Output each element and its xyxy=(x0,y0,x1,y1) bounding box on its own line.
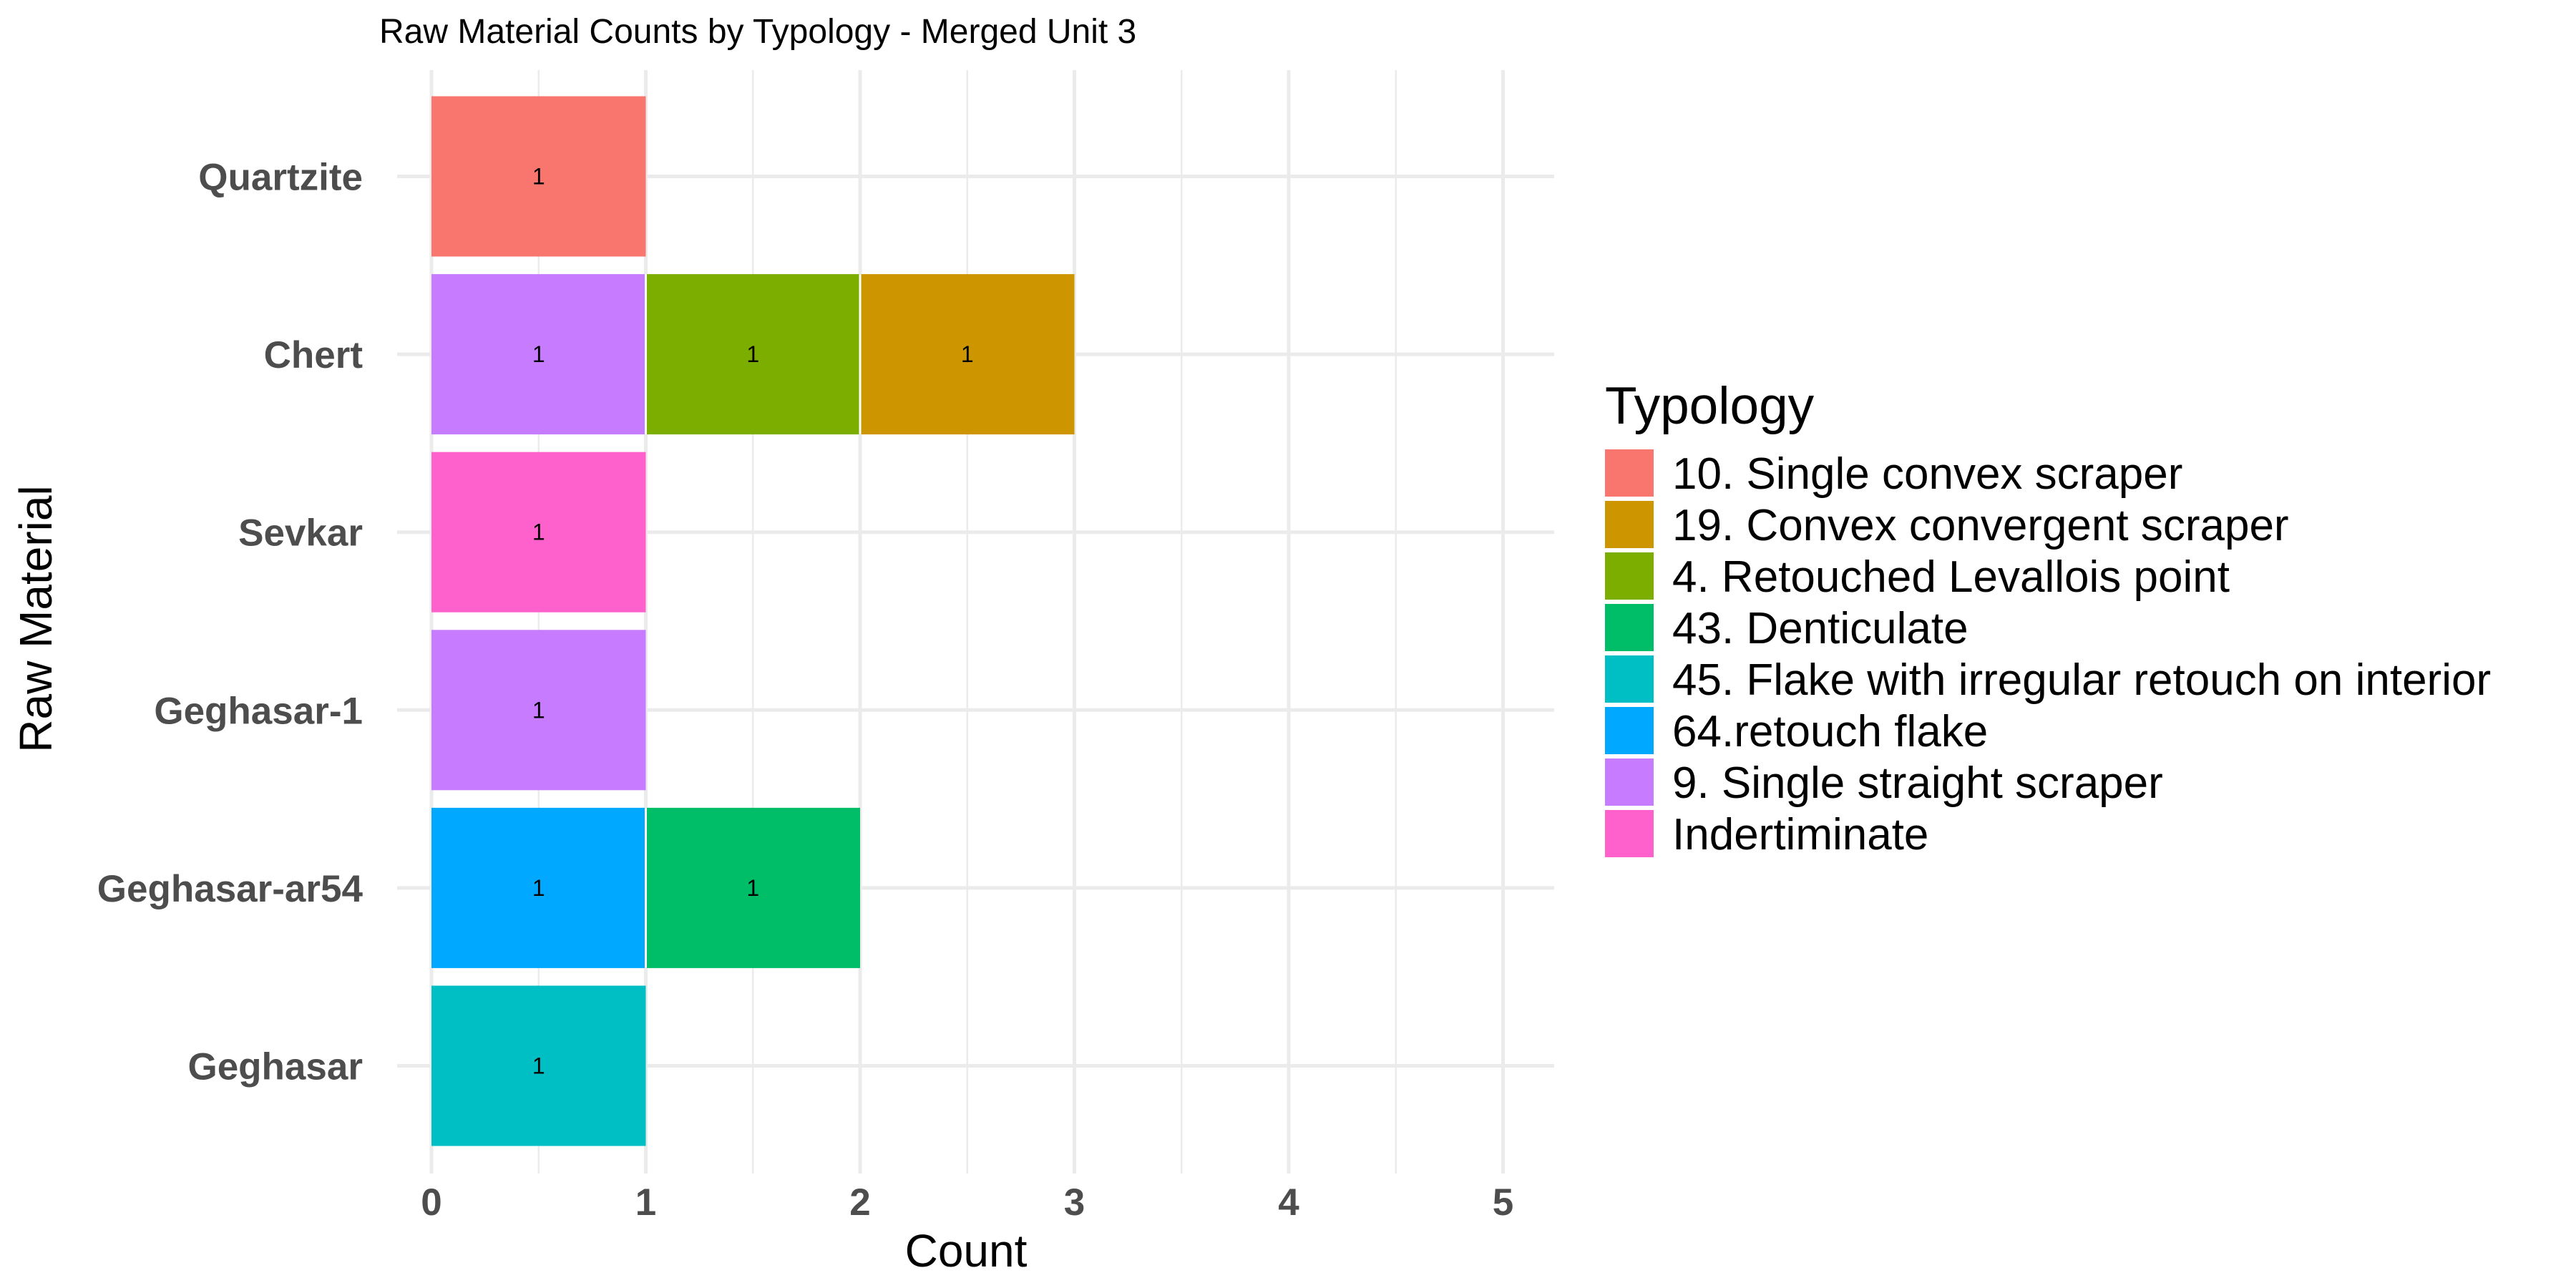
bar-geghasar-ar54-64-retouch-flake xyxy=(431,807,646,968)
bar-chert-4-retouched-levallois-point xyxy=(645,274,860,435)
x-tick-label: 3 xyxy=(1064,1181,1085,1224)
legend-label-4-retouched-levallois-point: 4. Retouched Levallois point xyxy=(1672,552,2230,602)
legend-key-indertiminate xyxy=(1605,810,1654,857)
x-tick-label: 2 xyxy=(849,1181,870,1224)
bar-value-label: 1 xyxy=(532,875,545,901)
x-tick-label: 1 xyxy=(635,1181,656,1224)
legend-label-10-single-convex-scraper: 10. Single convex scraper xyxy=(1672,449,2182,499)
chart-title: Raw Material Counts by Typology - Merged… xyxy=(379,13,1136,51)
bar-value-label: 1 xyxy=(746,875,759,901)
bar-labels: 1 1 1 1 1 1 1 1 1 xyxy=(532,164,974,1079)
legend-label-45-flake-with-irregular-retouch-on-interior: 45. Flake with irregular retouch on inte… xyxy=(1672,655,2491,705)
bar-geghasar-45-flake-with-irregular-retouch-on-interior xyxy=(431,985,646,1146)
y-axis-ticks: Quartzite Chert Sevkar Geghasar-1 Geghasar-a… xyxy=(97,157,364,1088)
y-tick-label-geghasar-ar54: Geghasar-ar54 xyxy=(97,868,364,910)
legend-key-10-single-convex-scraper xyxy=(1605,449,1654,497)
legend-key-45-flake-with-irregular-retouch-on-interior xyxy=(1605,655,1654,703)
legend-key-4-retouched-levallois-point xyxy=(1605,552,1654,600)
legend-key-64-retouch-flake xyxy=(1605,707,1654,754)
bars xyxy=(431,96,1075,1146)
legend-label-19-convex-convergent-scraper: 19. Convex convergent scraper xyxy=(1672,501,2289,550)
x-tick-label: 5 xyxy=(1493,1181,1513,1224)
y-tick-label-chert: Chert xyxy=(264,334,363,376)
legend-label-indertiminate: Indertiminate xyxy=(1672,810,1928,859)
legend-key-43-denticulate xyxy=(1605,604,1654,651)
bar-quartzite-10-single-convex-scraper xyxy=(431,96,646,257)
bar-value-label: 1 xyxy=(746,341,759,367)
bar-value-label: 1 xyxy=(532,164,545,190)
bar-chert-19-convex-convergent-scraper xyxy=(860,274,1075,435)
bar-value-label: 1 xyxy=(532,341,545,367)
y-tick-label-quartzite: Quartzite xyxy=(198,157,363,199)
bar-value-label: 1 xyxy=(532,519,545,545)
bar-value-label: 1 xyxy=(961,341,974,367)
x-tick-label: 4 xyxy=(1278,1181,1299,1224)
bar-value-label: 1 xyxy=(532,1053,545,1079)
bar-value-label: 1 xyxy=(532,697,545,723)
bar-geghasar-1-9-single-straight-scraper xyxy=(431,630,646,791)
legend-key-19-convex-convergent-scraper xyxy=(1605,501,1654,548)
legend-key-9-single-straight-scraper xyxy=(1605,758,1654,806)
bar-geghasar-ar54-43-denticulate xyxy=(645,807,860,968)
bar-chert-9-single-straight-scraper xyxy=(431,274,646,435)
y-tick-label-sevkar: Sevkar xyxy=(238,512,363,555)
x-axis-title: Count xyxy=(905,1225,1028,1277)
y-tick-label-geghasar-1: Geghasar-1 xyxy=(154,690,363,732)
x-tick-label: 0 xyxy=(421,1181,441,1224)
legend-label-64-retouch-flake: 64.retouch flake xyxy=(1672,707,1988,756)
bar-sevkar-indertiminate xyxy=(431,452,646,613)
y-axis-title: Raw Material xyxy=(10,485,62,752)
legend-label-9-single-straight-scraper: 9. Single straight scraper xyxy=(1672,758,2163,808)
legend-title: Typology xyxy=(1605,377,1815,435)
x-axis-ticks: 0 1 2 3 4 5 xyxy=(421,1181,1513,1224)
y-tick-label-geghasar: Geghasar xyxy=(187,1046,363,1088)
legend-label-43-denticulate: 43. Denticulate xyxy=(1672,604,1968,653)
